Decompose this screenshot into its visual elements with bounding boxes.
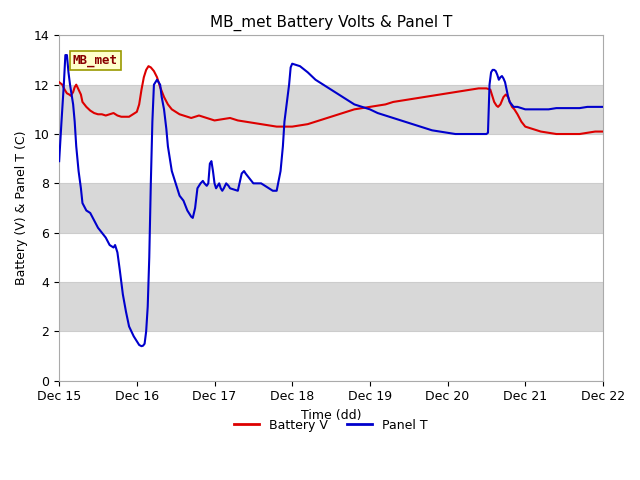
Bar bbox=[59, 233, 603, 282]
Legend: Battery V, Panel T: Battery V, Panel T bbox=[229, 414, 433, 437]
Bar bbox=[59, 36, 603, 84]
Y-axis label: Battery (V) & Panel T (C): Battery (V) & Panel T (C) bbox=[15, 131, 28, 285]
X-axis label: Time (dd): Time (dd) bbox=[301, 409, 362, 422]
Bar bbox=[59, 134, 603, 183]
Bar bbox=[59, 331, 603, 381]
Title: MB_met Battery Volts & Panel T: MB_met Battery Volts & Panel T bbox=[210, 15, 452, 31]
Text: MB_met: MB_met bbox=[73, 54, 118, 67]
